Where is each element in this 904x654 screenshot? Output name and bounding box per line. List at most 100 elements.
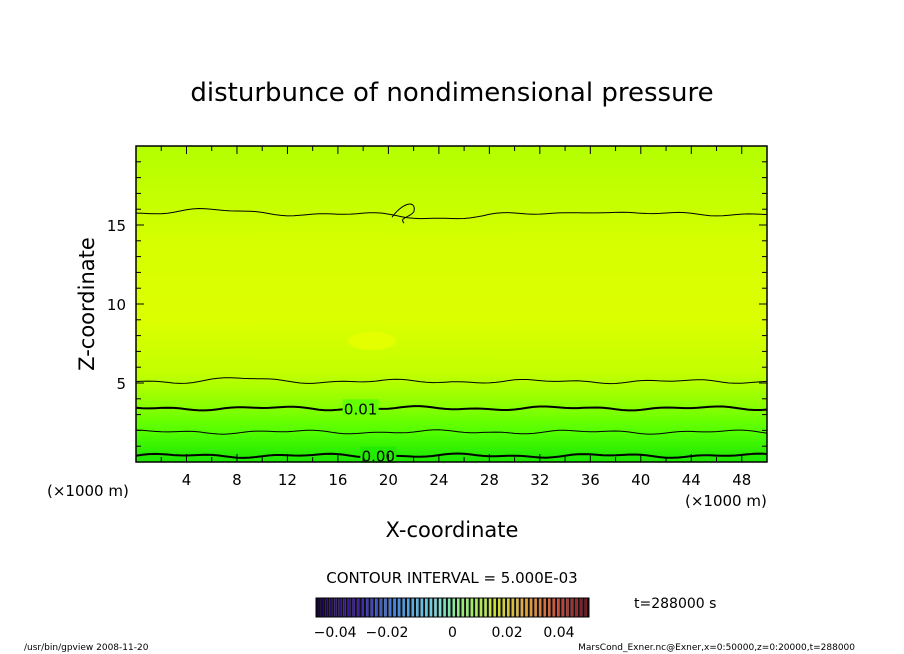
colorbar-segment	[475, 598, 478, 617]
colorbar-gap	[455, 598, 458, 617]
colorbar-segment	[425, 598, 428, 617]
colorbar-gap	[536, 598, 539, 617]
colorbar-segment	[334, 598, 337, 617]
colorbar-segment	[370, 598, 374, 617]
colorbar-segment	[529, 598, 533, 617]
colorbar-gap	[450, 598, 453, 617]
colorbar-segment	[502, 598, 506, 617]
colorbar-segment	[507, 598, 510, 617]
colorbar-segment	[516, 598, 519, 617]
colorbar-tick-labels: −0.04 −0.02 0 0.02 0.04	[314, 625, 575, 641]
colorbar-segment	[447, 598, 451, 617]
x-tick-label: 48	[732, 471, 751, 489]
colorbar-segment	[416, 598, 419, 617]
contour-line	[135, 452, 768, 459]
y-tick-label: 5	[116, 375, 126, 393]
colorbar-segment	[498, 598, 501, 617]
colorbar-gap	[332, 598, 335, 617]
colorbar-gap	[500, 598, 503, 617]
contour-lines: 0.00 0.01	[135, 203, 768, 466]
colorbar-segment	[343, 598, 346, 617]
colorbar-segment	[338, 598, 342, 617]
colorbar-segment	[534, 598, 537, 617]
contour-line	[135, 207, 768, 220]
colorbar-gap	[482, 598, 485, 617]
contour-line	[135, 377, 768, 385]
colorbar-segment	[452, 598, 456, 617]
colorbar-segment	[493, 598, 496, 617]
colorbar-gap	[323, 598, 326, 617]
colorbar-segment	[488, 598, 492, 617]
colorbar-segment	[466, 598, 469, 617]
colorbar-segment	[320, 598, 324, 617]
colorbar-gap	[555, 598, 558, 617]
x-tick-label: 16	[328, 471, 347, 489]
colorbar-segment	[325, 598, 328, 617]
colorbar-gap	[523, 598, 526, 617]
x-axis-label: X-coordinate	[386, 518, 519, 542]
colorbar-segment	[329, 598, 333, 617]
pressure-maximum-blob	[348, 332, 396, 350]
colorbar-gap	[350, 598, 353, 617]
colorbar-tick-label: −0.04	[314, 625, 357, 641]
colorbar-gap	[486, 598, 489, 617]
colorbar-segment	[388, 598, 392, 617]
colorbar-gap	[368, 598, 371, 617]
colorbar-gap	[395, 598, 398, 617]
colorbar-gap	[373, 598, 376, 617]
time-label: t=288000 s	[634, 596, 716, 612]
contour-line	[135, 405, 768, 412]
x-tick-label: 36	[581, 471, 600, 489]
colorbar-segment	[461, 598, 465, 617]
contour-label-bg	[360, 446, 397, 463]
colorbar-gap	[436, 598, 439, 617]
colorbar-gap	[423, 598, 426, 617]
colorbar-frame	[315, 597, 590, 618]
colorbar-gap	[400, 598, 403, 617]
colorbar-gap	[359, 598, 362, 617]
contour-interval-label: CONTOUR INTERVAL = 5.000E-03	[326, 569, 577, 587]
colorbar-segment	[429, 598, 433, 617]
colorbar-segment	[584, 598, 587, 617]
x-tick-label: 44	[682, 471, 701, 489]
colorbar-segment	[361, 598, 365, 617]
colorbar-gap	[427, 598, 430, 617]
colorbar-gap	[459, 598, 462, 617]
footer-left: /usr/bin/gpview 2008-11-20	[24, 643, 149, 653]
colorbar-segment	[470, 598, 474, 617]
colorbar-gap	[518, 598, 521, 617]
colorbar-tick-label: 0.04	[543, 625, 574, 641]
colorbar-segment	[316, 598, 319, 617]
colorbar-gap	[441, 598, 444, 617]
contour-curl	[391, 203, 415, 224]
colorbar-segment	[356, 598, 360, 617]
colorbar-segment	[538, 598, 542, 617]
colorbar-gap	[491, 598, 494, 617]
colorbar-gap	[354, 598, 357, 617]
x-tick-label: 20	[379, 471, 398, 489]
x-unit-left: (×1000 m)	[47, 482, 129, 500]
colorbar-segment	[438, 598, 442, 617]
colorbar-segment	[552, 598, 556, 617]
colorbar-gap	[541, 598, 544, 617]
colorbar-gap	[418, 598, 421, 617]
colorbar-gap	[514, 598, 517, 617]
colorbar-gap	[577, 598, 580, 617]
x-unit-right: (×1000 m)	[685, 492, 767, 510]
x-tick-label: 28	[480, 471, 499, 489]
colorbar-segment	[557, 598, 560, 617]
colorbar-gap	[505, 598, 508, 617]
x-tick-label: 12	[278, 471, 297, 489]
colorbar-segment	[566, 598, 569, 617]
y-axis-label: Z-coordinate	[75, 237, 99, 371]
colorbar-gap	[318, 598, 321, 617]
colorbar-segment	[561, 598, 565, 617]
contour-label-bg	[342, 399, 379, 416]
x-tick-label: 4	[182, 471, 192, 489]
colorbar-gap	[495, 598, 498, 617]
colorbar-segment	[520, 598, 524, 617]
colorbar-segment	[402, 598, 405, 617]
colorbar-gap	[341, 598, 344, 617]
colorbar-segment	[434, 598, 437, 617]
